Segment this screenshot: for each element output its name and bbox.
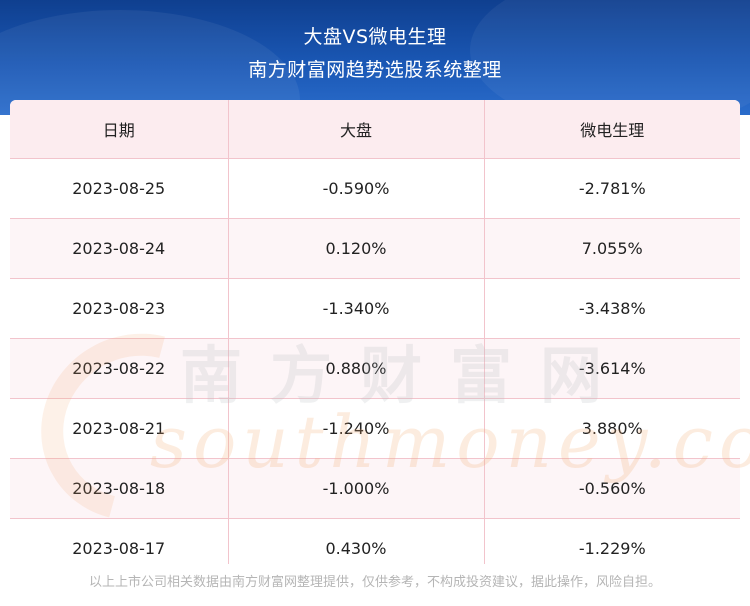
comparison-table: 日期 大盘 微电生理 2023-08-25 -0.590% -2.781% 20… bbox=[10, 100, 740, 564]
cell-stock-change: 7.055% bbox=[484, 218, 740, 279]
cell-stock-change: -2.781% bbox=[484, 158, 740, 219]
banner-decoration bbox=[470, 0, 750, 115]
cell-market-change: -0.590% bbox=[228, 158, 485, 219]
cell-stock-change: 3.880% bbox=[484, 398, 740, 459]
cell-date: 2023-08-24 bbox=[10, 218, 229, 279]
data-table-card: 日期 大盘 微电生理 2023-08-25 -0.590% -2.781% 20… bbox=[10, 100, 740, 564]
table-row: 2023-08-21 -1.240% 3.880% bbox=[10, 398, 740, 459]
footer-disclaimer: 以上上市公司相关数据由南方财富网整理提供，仅供参考，不构成投资建议，据此操作，风… bbox=[88, 575, 661, 590]
table-row: 2023-08-17 0.430% -1.229% bbox=[10, 518, 740, 564]
cell-date: 2023-08-23 bbox=[10, 278, 229, 339]
page-title: 大盘VS微电生理 bbox=[303, 26, 447, 48]
cell-market-change: 0.120% bbox=[228, 218, 485, 279]
cell-date: 2023-08-21 bbox=[10, 398, 229, 459]
table-header-row: 日期 大盘 微电生理 bbox=[10, 100, 740, 159]
table-row: 2023-08-24 0.120% 7.055% bbox=[10, 218, 740, 279]
cell-stock-change: -1.229% bbox=[484, 518, 740, 564]
column-header-market: 大盘 bbox=[228, 100, 485, 159]
cell-market-change: 0.430% bbox=[228, 518, 485, 564]
table-row: 2023-08-25 -0.590% -2.781% bbox=[10, 158, 740, 219]
cell-date: 2023-08-18 bbox=[10, 458, 229, 519]
cell-stock-change: -0.560% bbox=[484, 458, 740, 519]
page-subtitle: 南方财富网趋势选股系统整理 bbox=[248, 59, 502, 81]
cell-market-change: -1.000% bbox=[228, 458, 485, 519]
cell-market-change: -1.340% bbox=[228, 278, 485, 339]
cell-stock-change: -3.438% bbox=[484, 278, 740, 339]
cell-market-change: -1.240% bbox=[228, 398, 485, 459]
table-row: 2023-08-22 0.880% -3.614% bbox=[10, 338, 740, 399]
header-banner: 大盘VS微电生理 南方财富网趋势选股系统整理 bbox=[0, 0, 750, 115]
column-header-date: 日期 bbox=[10, 100, 229, 159]
cell-market-change: 0.880% bbox=[228, 338, 485, 399]
cell-stock-change: -3.614% bbox=[484, 338, 740, 399]
column-header-stock: 微电生理 bbox=[484, 100, 740, 159]
table-row: 2023-08-18 -1.000% -0.560% bbox=[10, 458, 740, 519]
cell-date: 2023-08-17 bbox=[10, 518, 229, 564]
table-row: 2023-08-23 -1.340% -3.438% bbox=[10, 278, 740, 339]
cell-date: 2023-08-22 bbox=[10, 338, 229, 399]
cell-date: 2023-08-25 bbox=[10, 158, 229, 219]
